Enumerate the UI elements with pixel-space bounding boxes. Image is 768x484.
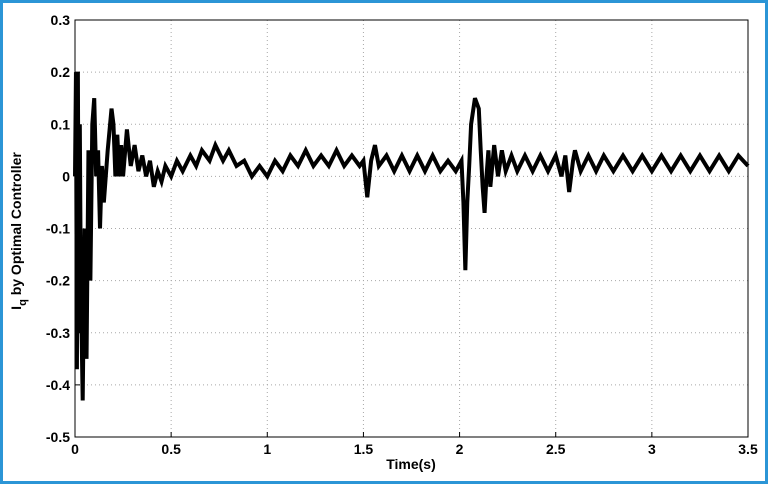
y-tick-label: -0.3: [46, 325, 70, 341]
y-tick-label: -0.5: [46, 429, 70, 445]
y-tick-label: 0: [62, 168, 70, 184]
y-tick-label: 0.2: [51, 64, 71, 80]
chart: Time(s) Iq by Optimal Controller 0.3 0.2 0…: [8, 12, 758, 472]
y-label-sub: q: [17, 299, 29, 306]
y-tick-label: 0.1: [51, 116, 71, 132]
x-tick-label: 2: [456, 441, 464, 457]
x-axis-label: Time(s): [386, 456, 436, 472]
y-tick-label: 0.3: [51, 12, 71, 28]
y-tick-label: -0.4: [46, 377, 70, 393]
x-tick-label: 1.5: [354, 441, 374, 457]
plot-border: [74, 19, 749, 438]
y-label-rest: by Optimal Controller: [8, 152, 24, 300]
y-tick-label: -0.2: [46, 273, 70, 289]
x-tick-label: 3.5: [738, 441, 758, 457]
data-line: [73, 72, 750, 401]
y-label-main: I: [8, 306, 24, 310]
x-tick-label: 3: [648, 441, 656, 457]
x-tick-label: 1: [263, 441, 271, 457]
x-tick-label: 2.5: [546, 441, 566, 457]
y-tick-label: -0.1: [46, 221, 70, 237]
y-axis-label: Iq by Optimal Controller: [8, 152, 29, 310]
x-tick-label: 0: [71, 441, 79, 457]
x-tick-label: 0.5: [161, 441, 181, 457]
